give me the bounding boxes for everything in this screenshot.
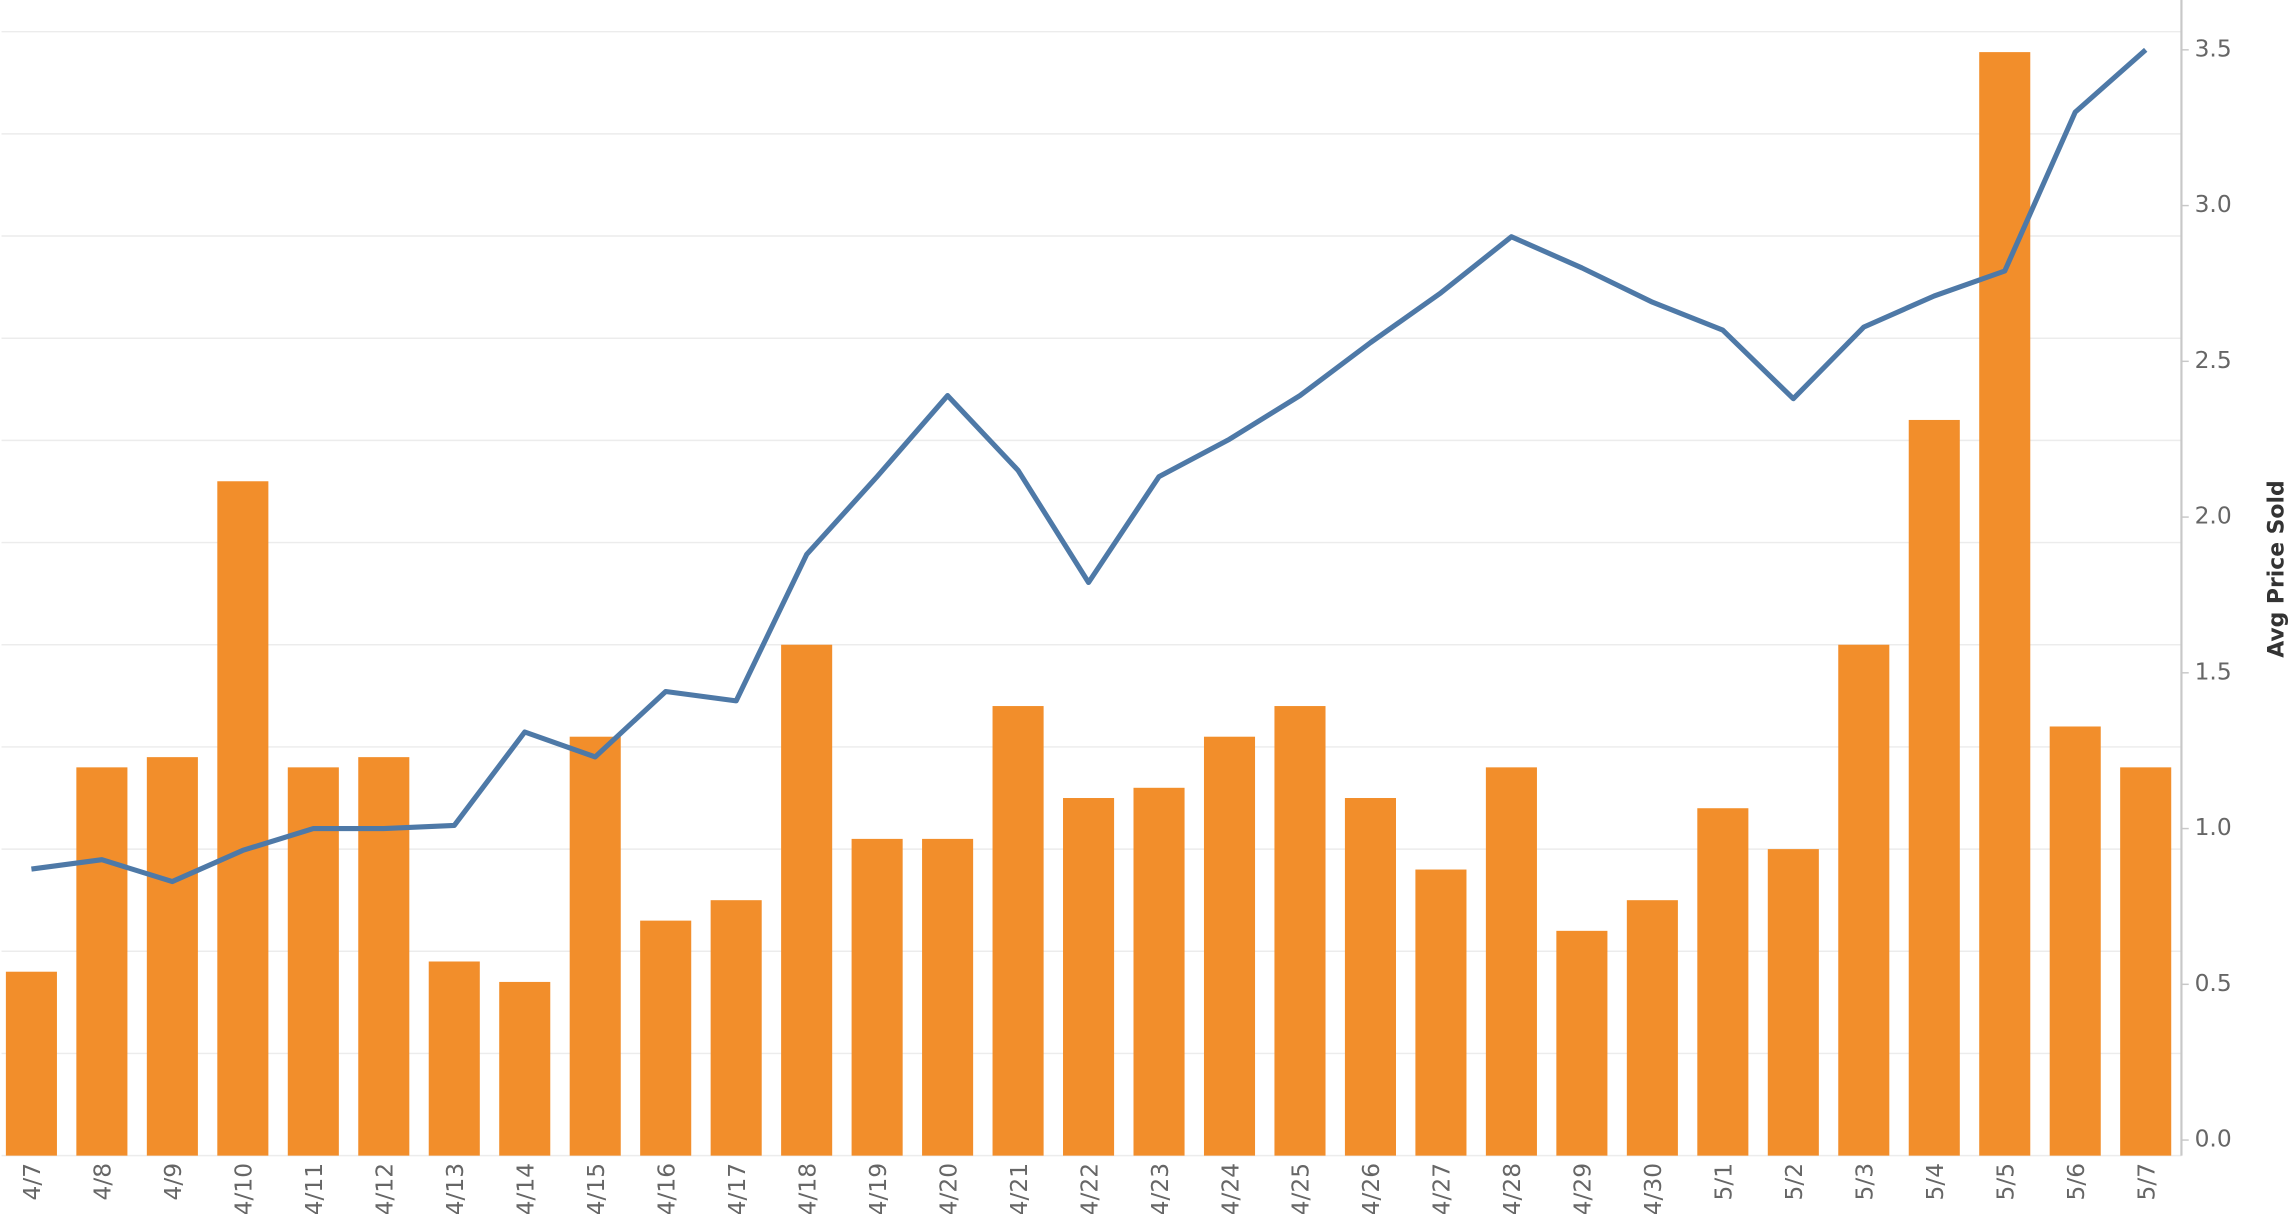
x-tick-label: 4/11 [300,1163,328,1214]
x-tick-label: 4/9 [159,1163,187,1201]
bar [1697,808,1749,1156]
bar [569,736,621,1156]
x-tick-label: 4/24 [1216,1163,1244,1214]
bar [1415,869,1467,1156]
bar [5,971,57,1156]
x-tick-label: 4/15 [582,1163,610,1214]
x-tick-label: 5/3 [1851,1163,1879,1201]
bar [781,644,833,1156]
bar [76,767,128,1156]
x-tick-label: 5/6 [2062,1163,2090,1201]
x-tick-label: 4/20 [934,1163,962,1214]
bar [499,981,551,1156]
bar [2049,726,2101,1156]
bar [1556,930,1608,1156]
y2-tick-label: 2.5 [2195,346,2232,374]
x-tick-label: 4/18 [793,1163,821,1214]
bar [922,838,974,1156]
bar [640,920,692,1156]
y2-tick-label: 1.0 [2195,813,2232,841]
bar [428,961,480,1156]
y2-tick-label: 0.0 [2195,1125,2232,1153]
x-tick-label: 4/28 [1498,1163,1526,1214]
bar [992,706,1044,1156]
bar [2120,767,2172,1156]
bar [1838,644,1890,1156]
bar [1626,900,1678,1156]
line [31,47,2148,885]
y2-tick-label: 2.0 [2195,502,2232,530]
bar [1979,52,2031,1156]
x-tick-label: 4/19 [864,1163,892,1214]
y2-tick-label: 3.5 [2195,34,2232,62]
x-tick-label: 4/14 [511,1163,539,1214]
bar [1063,798,1115,1156]
x-tick-label: 4/7 [18,1163,46,1201]
x-tick-label: 5/7 [2132,1163,2160,1201]
y2-tick-label: 0.5 [2195,969,2232,997]
y2-tick-label: 3.0 [2195,190,2232,218]
bar [1274,706,1326,1156]
y2-tick-label: 1.5 [2195,657,2232,685]
x-tick-label: 5/2 [1780,1163,1808,1201]
x-tick-label: 5/1 [1710,1163,1738,1201]
x-tick-label: 4/21 [1005,1163,1033,1214]
bar [217,481,269,1156]
bar [146,757,198,1156]
bar [1767,849,1819,1156]
x-tick-label: 4/8 [89,1163,117,1201]
x-tick-label: 4/17 [723,1163,751,1214]
x-tick-label: 4/29 [1569,1163,1597,1214]
bar [851,838,903,1156]
x-tick-label: 4/23 [1146,1163,1174,1214]
bar [1133,787,1185,1156]
x-tick-label: 4/26 [1357,1163,1385,1214]
bar [358,757,410,1156]
bar [1344,798,1396,1156]
bar [1908,419,1960,1156]
x-tick-label: 4/16 [652,1163,680,1214]
x-tick-label: 4/22 [1075,1163,1103,1214]
bar [710,900,762,1156]
y2-axis-title: Avg Price Sold [2265,480,2288,657]
x-tick-label: 5/4 [1921,1163,1949,1201]
x-tick-label: 4/13 [441,1163,469,1214]
x-tick-label: 4/25 [1287,1163,1315,1214]
x-tick-label: 4/30 [1639,1163,1667,1214]
x-tick-label: 4/10 [230,1163,258,1214]
x-tick-label: 4/12 [371,1163,399,1214]
x-tick-label: 4/27 [1428,1163,1456,1214]
x-tick-label: 5/5 [1991,1163,2019,1201]
bar [1485,767,1537,1156]
bar [287,767,339,1156]
bar [1203,736,1256,1156]
